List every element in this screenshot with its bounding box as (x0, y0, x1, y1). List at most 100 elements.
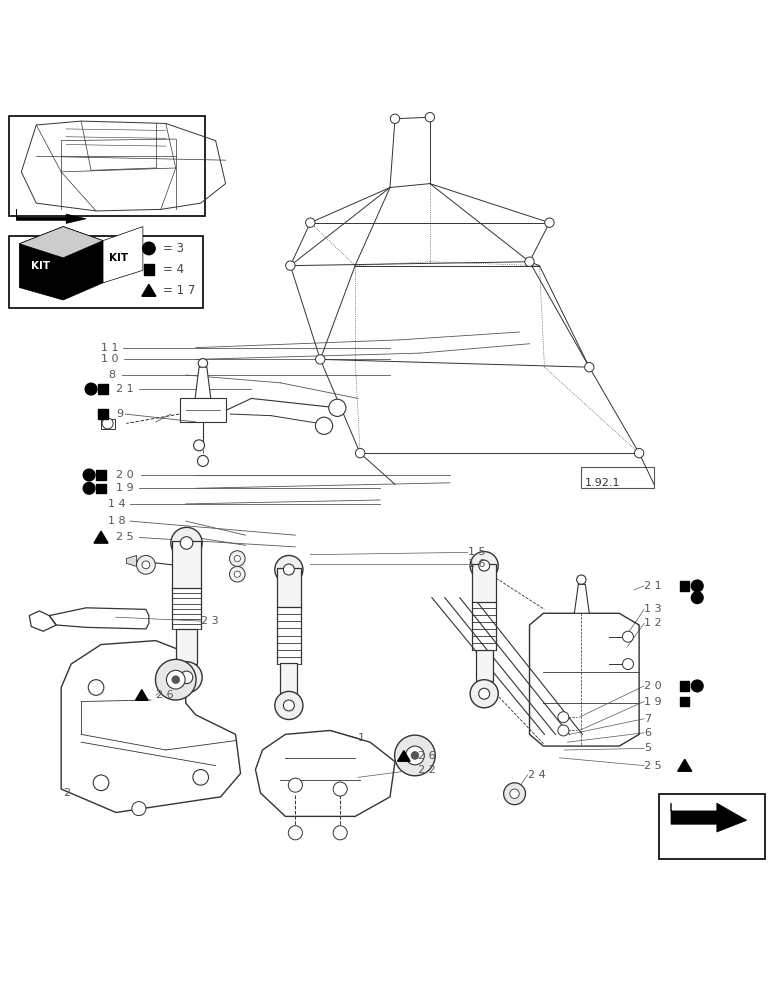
Circle shape (198, 359, 208, 368)
Circle shape (89, 680, 103, 695)
Bar (476, 650, 493, 681)
Circle shape (136, 555, 155, 574)
Circle shape (283, 700, 294, 711)
Circle shape (577, 575, 586, 584)
Circle shape (634, 448, 644, 458)
Text: 2: 2 (64, 788, 71, 798)
Circle shape (102, 418, 113, 429)
Circle shape (234, 555, 241, 562)
Bar (172, 541, 201, 588)
Circle shape (405, 746, 424, 765)
Text: 2 0: 2 0 (644, 681, 662, 691)
Bar (96, 484, 106, 493)
Circle shape (230, 551, 245, 566)
Text: 1 3: 1 3 (644, 604, 662, 614)
Text: 1 6: 1 6 (468, 559, 485, 569)
Circle shape (180, 671, 193, 684)
Circle shape (230, 566, 245, 582)
Circle shape (394, 735, 435, 776)
Circle shape (316, 355, 325, 364)
Bar (98, 384, 107, 394)
Circle shape (510, 789, 519, 798)
Polygon shape (16, 209, 86, 223)
Text: 1 8: 1 8 (108, 516, 125, 526)
Text: 2 6: 2 6 (418, 751, 436, 761)
Polygon shape (575, 584, 590, 613)
Circle shape (691, 580, 703, 592)
Circle shape (143, 242, 155, 255)
Circle shape (194, 440, 205, 451)
Bar (680, 681, 689, 691)
Circle shape (275, 691, 303, 720)
Circle shape (411, 752, 419, 759)
Text: 8: 8 (108, 370, 115, 380)
Bar (180, 398, 227, 422)
Circle shape (558, 725, 569, 736)
Text: KIT: KIT (31, 261, 50, 271)
Text: 5: 5 (644, 743, 651, 753)
Text: 1.92.1: 1.92.1 (586, 478, 621, 488)
Bar (176, 629, 197, 664)
Polygon shape (397, 751, 410, 761)
Text: 1 1: 1 1 (101, 343, 118, 353)
Text: = 4: = 4 (163, 263, 184, 276)
Polygon shape (126, 555, 136, 566)
Bar (9, 116, 205, 216)
Circle shape (85, 383, 97, 395)
Circle shape (622, 659, 633, 670)
Circle shape (132, 802, 146, 816)
Bar (9, 236, 203, 308)
Text: 1 9: 1 9 (116, 483, 133, 493)
Polygon shape (94, 531, 108, 543)
Circle shape (503, 783, 525, 805)
Text: 1: 1 (358, 733, 365, 743)
Circle shape (479, 688, 490, 699)
Text: 2 1: 2 1 (644, 581, 662, 591)
Polygon shape (20, 227, 103, 258)
Circle shape (390, 114, 400, 123)
Bar (473, 564, 496, 602)
Text: 2 5: 2 5 (116, 532, 133, 542)
Circle shape (691, 680, 703, 692)
Polygon shape (103, 227, 143, 283)
Bar (143, 264, 154, 275)
Circle shape (173, 669, 189, 684)
Circle shape (171, 527, 202, 559)
Circle shape (425, 113, 434, 122)
Circle shape (285, 261, 295, 270)
Circle shape (333, 782, 347, 796)
Text: 9: 9 (116, 409, 123, 419)
Polygon shape (195, 367, 211, 398)
Circle shape (289, 778, 303, 792)
Text: 1 4: 1 4 (108, 499, 125, 509)
Text: 1 2: 1 2 (644, 618, 662, 628)
Text: 2 1: 2 1 (116, 384, 133, 394)
Circle shape (691, 592, 703, 604)
Polygon shape (671, 803, 746, 832)
Polygon shape (20, 227, 103, 300)
Text: 2 5: 2 5 (644, 761, 662, 771)
Bar (581, 467, 654, 488)
Text: 2 4: 2 4 (528, 770, 545, 780)
Text: 2 3: 2 3 (201, 616, 218, 626)
Circle shape (171, 662, 202, 693)
Circle shape (479, 560, 490, 571)
Text: 7: 7 (644, 714, 652, 724)
Bar (100, 419, 114, 429)
Circle shape (180, 537, 193, 549)
Text: KIT: KIT (109, 253, 128, 263)
Circle shape (622, 631, 633, 642)
Text: 2 2: 2 2 (418, 765, 436, 775)
Circle shape (166, 670, 185, 689)
Text: 6: 6 (644, 728, 651, 738)
Text: = 3: = 3 (163, 242, 184, 255)
Circle shape (275, 555, 303, 584)
Bar (278, 568, 300, 607)
Circle shape (306, 218, 315, 227)
Circle shape (585, 363, 594, 372)
Polygon shape (677, 759, 691, 771)
Circle shape (315, 417, 332, 434)
Polygon shape (142, 284, 156, 296)
Circle shape (155, 659, 196, 700)
Bar (96, 470, 106, 480)
